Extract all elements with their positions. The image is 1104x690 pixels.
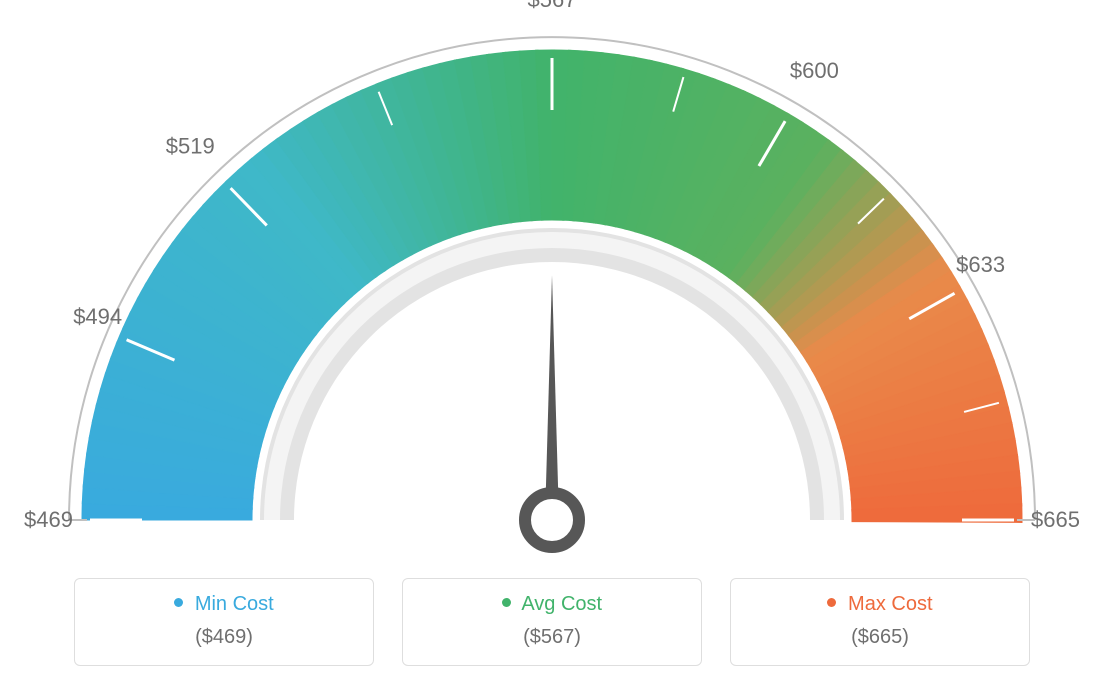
gauge-needle-hub xyxy=(525,493,579,547)
legend-card-avg: Avg Cost ($567) xyxy=(402,578,702,666)
dot-icon xyxy=(174,598,183,607)
legend-title-max: Max Cost xyxy=(741,593,1019,616)
tick-label: $600 xyxy=(790,58,839,83)
tick-label: $469 xyxy=(24,507,73,532)
legend-label: Min Cost xyxy=(195,593,274,615)
legend-label: Avg Cost xyxy=(521,593,602,615)
dot-icon xyxy=(502,598,511,607)
legend-card-min: Min Cost ($469) xyxy=(74,578,374,666)
legend-title-min: Min Cost xyxy=(85,593,363,616)
legend-value-min: ($469) xyxy=(85,626,363,649)
tick-label: $665 xyxy=(1031,507,1080,532)
cost-gauge: $469 $494 $519 $567 $600 $633 $665 xyxy=(0,0,1104,560)
tick-label: $633 xyxy=(956,252,1005,277)
legend-value-avg: ($567) xyxy=(413,626,691,649)
legend-label: Max Cost xyxy=(848,593,932,615)
dot-icon xyxy=(827,598,836,607)
gauge-svg: $469 $494 $519 $567 $600 $633 $665 xyxy=(0,0,1104,560)
legend-card-max: Max Cost ($665) xyxy=(730,578,1030,666)
gauge-needle xyxy=(545,275,559,520)
tick-label: $567 xyxy=(528,0,577,12)
tick-label: $519 xyxy=(166,133,215,158)
legend-value-max: ($665) xyxy=(741,626,1019,649)
legend-row: Min Cost ($469) Avg Cost ($567) Max Cost… xyxy=(0,560,1104,666)
legend-title-avg: Avg Cost xyxy=(413,593,691,616)
tick-label: $494 xyxy=(73,304,122,329)
